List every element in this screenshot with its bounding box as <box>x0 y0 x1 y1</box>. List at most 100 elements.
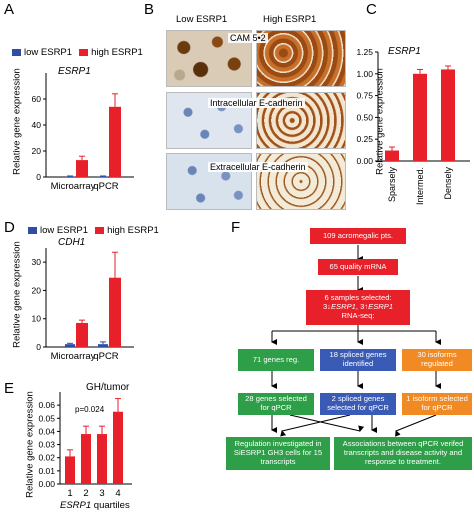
micrograph-low-extracellular <box>166 153 252 210</box>
a-y-tick-label: 0 <box>36 172 41 182</box>
chart-title-a: ESRP1 <box>58 66 91 77</box>
panel-letter-b: B <box>144 1 155 18</box>
flow-box-isoform-qpcr: 1 isoform selected for qPCR <box>402 393 472 415</box>
e-x-tick-label: 1 <box>67 488 72 499</box>
flow-box-isoforms: 30 isoforms regulated <box>402 349 472 371</box>
flow-box-patients: 109 acromegalic pts. <box>310 228 406 244</box>
flow-box-patients-text: 109 acromegalic pts. <box>322 230 394 240</box>
flow-box-samples-line2: 3↓ESRP1, 3↑ESRP1 <box>322 302 394 312</box>
panel-letter-e: E <box>4 380 15 397</box>
col-label-high: High ESRP1 <box>263 14 317 25</box>
flow-box-genes-qpcr: 28 genes selected for qPCR <box>238 393 314 415</box>
row-label-extracellular: Extracellular E-cadherin <box>208 162 308 172</box>
legend-swatch-low-d <box>28 227 37 234</box>
a-x-tick-label: Microarray <box>51 181 96 192</box>
micrograph-high-cam52 <box>256 30 346 87</box>
c-y-tick-label: 0.25 <box>356 134 373 144</box>
flow-box-spliced-qpcr: 2 spliced genes selected for qPCR <box>320 393 396 415</box>
e-x-tick-label: 3 <box>99 488 104 499</box>
d-low-bar <box>98 344 108 347</box>
flow-box-mrna-text: 65 quality mRNA <box>329 261 387 271</box>
pvalue-e: p=0.024 <box>75 405 105 414</box>
micrograph-low-cam52 <box>166 30 252 87</box>
a-x-tick-label: qPCR <box>93 181 118 192</box>
flow-box-genes-reg-text: 71 genes reg. <box>252 354 300 364</box>
col-label-low: Low ESRP1 <box>176 14 228 25</box>
c-bar <box>413 73 427 161</box>
flow-box-associations: Associations between qPCR verifed transc… <box>334 437 472 470</box>
a-y-tick-label: 20 <box>32 146 42 156</box>
a-high-bar <box>109 106 121 177</box>
legend-d: low ESRP1 high ESRP1 <box>28 225 159 236</box>
c-bar <box>385 150 399 161</box>
c-y-tick-label: 1.00 <box>356 69 373 79</box>
flow-box-genes-qpcr-text: 28 genes selected for qPCR <box>245 394 307 412</box>
flow-box-spliced: 18 spliced genes identified <box>320 349 396 371</box>
e-bar <box>97 434 107 484</box>
x-axis-label-e: ESRP1 quartiles <box>60 500 130 511</box>
c-x-tick-label: Intermed. <box>415 167 425 205</box>
d-y-tick-label: 30 <box>32 257 42 267</box>
flow-box-regulation: Regulation investigated in SiESRP1 GH3 c… <box>226 437 330 470</box>
d-y-tick-label: 20 <box>32 285 42 295</box>
e-y-tick-label: 0.06 <box>38 400 55 410</box>
legend-low-label-d: low ESRP1 <box>40 225 89 236</box>
d-high-bar <box>109 277 121 347</box>
chart-title-d: CDH1 <box>58 237 86 248</box>
row-label-intracellular: Intracellular E-cadherin <box>208 98 305 108</box>
e-y-tick-label: 0.04 <box>38 426 55 436</box>
legend-a: low ESRP1 high ESRP1 <box>12 47 143 58</box>
legend-swatch-high <box>79 49 89 56</box>
d-y-tick-label: 10 <box>32 314 42 324</box>
panel-letter-a: A <box>4 1 15 18</box>
legend-swatch-high-d <box>95 227 105 234</box>
d-high-bar <box>76 322 88 347</box>
e-y-tick-label: 0.00 <box>38 479 55 489</box>
row-label-cam52: CAM 5•2 <box>228 33 268 43</box>
c-y-tick-label: 0.00 <box>356 156 373 166</box>
e-y-tick-label: 0.03 <box>38 440 55 450</box>
a-low-bar <box>98 176 108 177</box>
panel-letter-d: D <box>4 219 15 236</box>
e-bar <box>81 434 91 484</box>
c-x-tick-label: Densely <box>443 167 453 200</box>
flow-box-samples-line1: 6 samples selected: <box>324 293 392 303</box>
e-y-tick-label: 0.02 <box>38 453 55 463</box>
flow-box-samples: 6 samples selected: 3↓ESRP1, 3↑ESRP1 RNA… <box>306 290 410 325</box>
flow-box-genes-reg: 71 genes reg. <box>238 349 314 371</box>
a-low-bar <box>65 176 75 177</box>
flow-box-isoforms-text: 30 isoforms regulated <box>417 350 457 368</box>
panel-letter-f: F <box>231 219 241 236</box>
d-low-bar <box>65 344 75 347</box>
c-y-tick-label: 0.75 <box>356 91 373 101</box>
legend-high-label-d: high ESRP1 <box>107 225 159 236</box>
legend-high-label: high ESRP1 <box>91 47 143 58</box>
c-bar <box>441 69 455 161</box>
flow-box-spliced-text: 18 spliced genes identified <box>329 350 387 368</box>
d-x-tick-label: qPCR <box>93 351 118 362</box>
e-x-tick-label: 4 <box>115 488 120 499</box>
a-y-tick-label: 40 <box>32 120 42 130</box>
chart-title-e: GH/tumor <box>86 382 130 393</box>
a-y-tick-label: 60 <box>32 94 42 104</box>
d-x-tick-label: Microarray <box>51 351 96 362</box>
e-y-tick-label: 0.01 <box>38 466 55 476</box>
flow-box-samples-line3: RNA-seq: <box>341 310 375 320</box>
e-bar <box>113 411 123 484</box>
flow-box-associations-text: Associations between qPCR verifed transc… <box>342 439 464 466</box>
panel-letter-c: C <box>366 1 377 18</box>
c-y-tick-label: 0.50 <box>356 112 373 122</box>
legend-low-label: low ESRP1 <box>24 47 73 58</box>
flow-box-spliced-qpcr-text: 2 spliced genes selected for qPCR <box>327 394 389 412</box>
e-x-tick-label: 2 <box>83 488 88 499</box>
d-y-tick-label: 0 <box>36 342 41 352</box>
e-y-tick-label: 0.05 <box>38 413 55 423</box>
chart-title-c: ESRP1 <box>388 46 421 57</box>
c-x-tick-label: Sparsely <box>387 167 397 203</box>
e-bar <box>65 456 75 484</box>
legend-swatch-low <box>12 49 21 56</box>
